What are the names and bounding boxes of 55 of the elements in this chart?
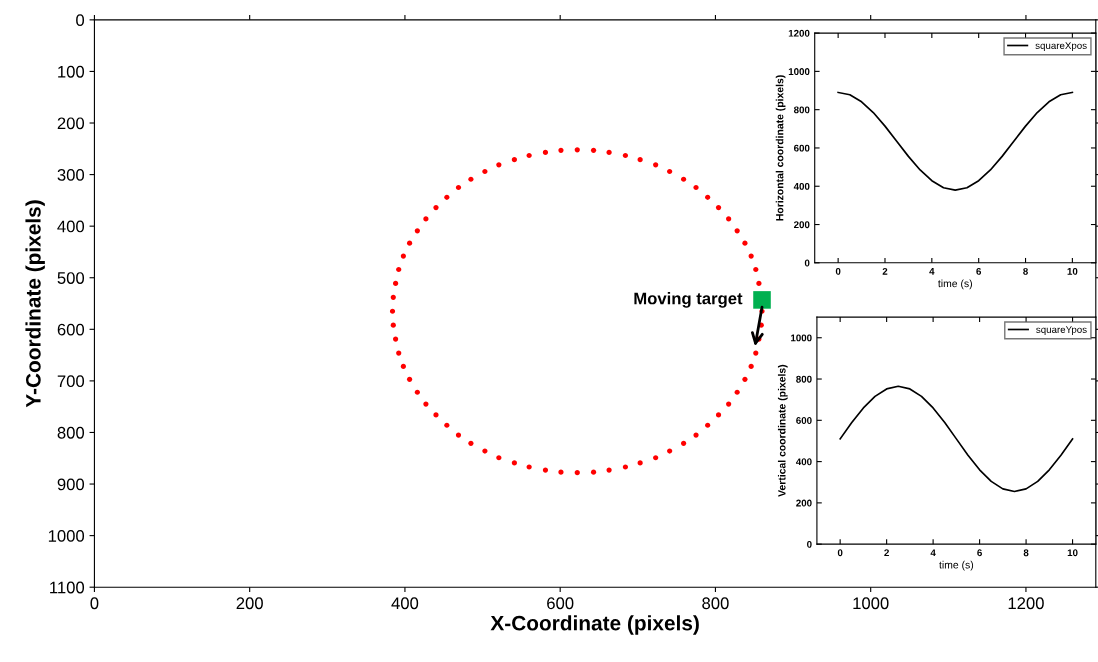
x-tick-label: 6 <box>976 267 982 275</box>
y-tick-label: 800 <box>57 426 85 439</box>
y-tick-label: 200 <box>793 221 810 229</box>
y-tick-label: 700 <box>57 375 85 388</box>
x-tick-label: 8 <box>1023 549 1029 557</box>
y-tick-label: 0 <box>807 540 812 548</box>
y-axis-title: Vertical coordinate (pixels) <box>777 364 788 497</box>
x-tick-label: 0 <box>835 267 841 275</box>
y-tick-label: 1100 <box>50 581 85 594</box>
y-tick-label: 300 <box>57 168 85 181</box>
x-tick-label: 6 <box>977 549 982 557</box>
x-tick-label: 4 <box>930 549 936 557</box>
y-tick-label: 200 <box>57 117 85 130</box>
x-tick-label: 10 <box>1067 549 1078 557</box>
y-tick-label: 600 <box>793 144 810 152</box>
y-tick-label: 1000 <box>788 68 810 75</box>
x-tick-label: 200 <box>236 597 263 610</box>
x-tick-label: 2 <box>882 267 888 275</box>
x-tick-label: 1200 <box>1008 597 1044 610</box>
y-tick-label: 100 <box>58 65 85 78</box>
y-tick-label: 200 <box>796 499 812 507</box>
x-tick-label: 600 <box>547 597 574 610</box>
x-axis-title: time (s) <box>938 279 972 290</box>
y-tick-label: 0 <box>76 14 85 27</box>
legend-label: squareXpos <box>1035 42 1087 51</box>
x-tick-label: 10 <box>1067 267 1078 275</box>
y-tick-label: 800 <box>793 106 810 114</box>
y-tick-label: 1200 <box>788 29 810 37</box>
annotation: Moving target <box>634 292 743 308</box>
y-tick-label: 1000 <box>791 334 812 342</box>
y-tick-label: 400 <box>793 182 810 190</box>
x-tick-label: 0 <box>837 549 843 557</box>
x-tick-label: 2 <box>884 549 889 557</box>
y-tick-label: 900 <box>57 478 85 491</box>
y-tick-label: 600 <box>57 323 85 336</box>
y-axis-title: Horizontal coordinate (pixels) <box>775 75 786 221</box>
x-axis-title: time (s) <box>939 560 974 571</box>
y-tick-label: 0 <box>804 259 810 267</box>
y-tick-label: 400 <box>795 458 812 466</box>
y-tick-label: 1000 <box>48 530 85 542</box>
x-tick-label: 800 <box>702 597 729 610</box>
x-tick-label: 0 <box>90 597 99 610</box>
y-tick-label: 400 <box>57 220 85 233</box>
x-tick-label: 4 <box>929 268 935 275</box>
y-axis-title: Y-Coordinate (pixels) <box>25 200 45 408</box>
x-tick-label: 400 <box>391 597 419 610</box>
line-series <box>839 385 1074 493</box>
y-tick-label: 500 <box>57 272 85 284</box>
line-series <box>837 91 1074 191</box>
y-tick-label: 600 <box>796 417 812 424</box>
y-tick-label: 800 <box>796 375 812 383</box>
legend-label: squareYpos <box>1036 326 1087 335</box>
x-tick-label: 1000 <box>853 597 889 610</box>
x-axis-title: X-Coordinate (pixels) <box>490 615 699 635</box>
x-tick-label: 8 <box>1023 267 1028 275</box>
